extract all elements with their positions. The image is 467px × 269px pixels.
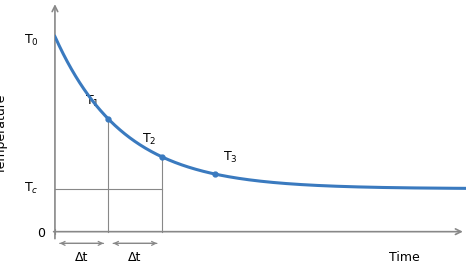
Text: Δt: Δt: [75, 251, 88, 264]
Text: T$_3$: T$_3$: [223, 149, 238, 165]
Text: Temperature: Temperature: [0, 94, 8, 174]
Text: Time: Time: [389, 251, 419, 264]
Text: T$_c$: T$_c$: [24, 181, 38, 196]
Text: T$_0$: T$_0$: [24, 33, 38, 48]
Text: T$_2$: T$_2$: [142, 132, 156, 147]
Text: 0: 0: [37, 227, 45, 240]
Text: Δt: Δt: [128, 251, 142, 264]
Text: T$_1$: T$_1$: [85, 94, 99, 109]
